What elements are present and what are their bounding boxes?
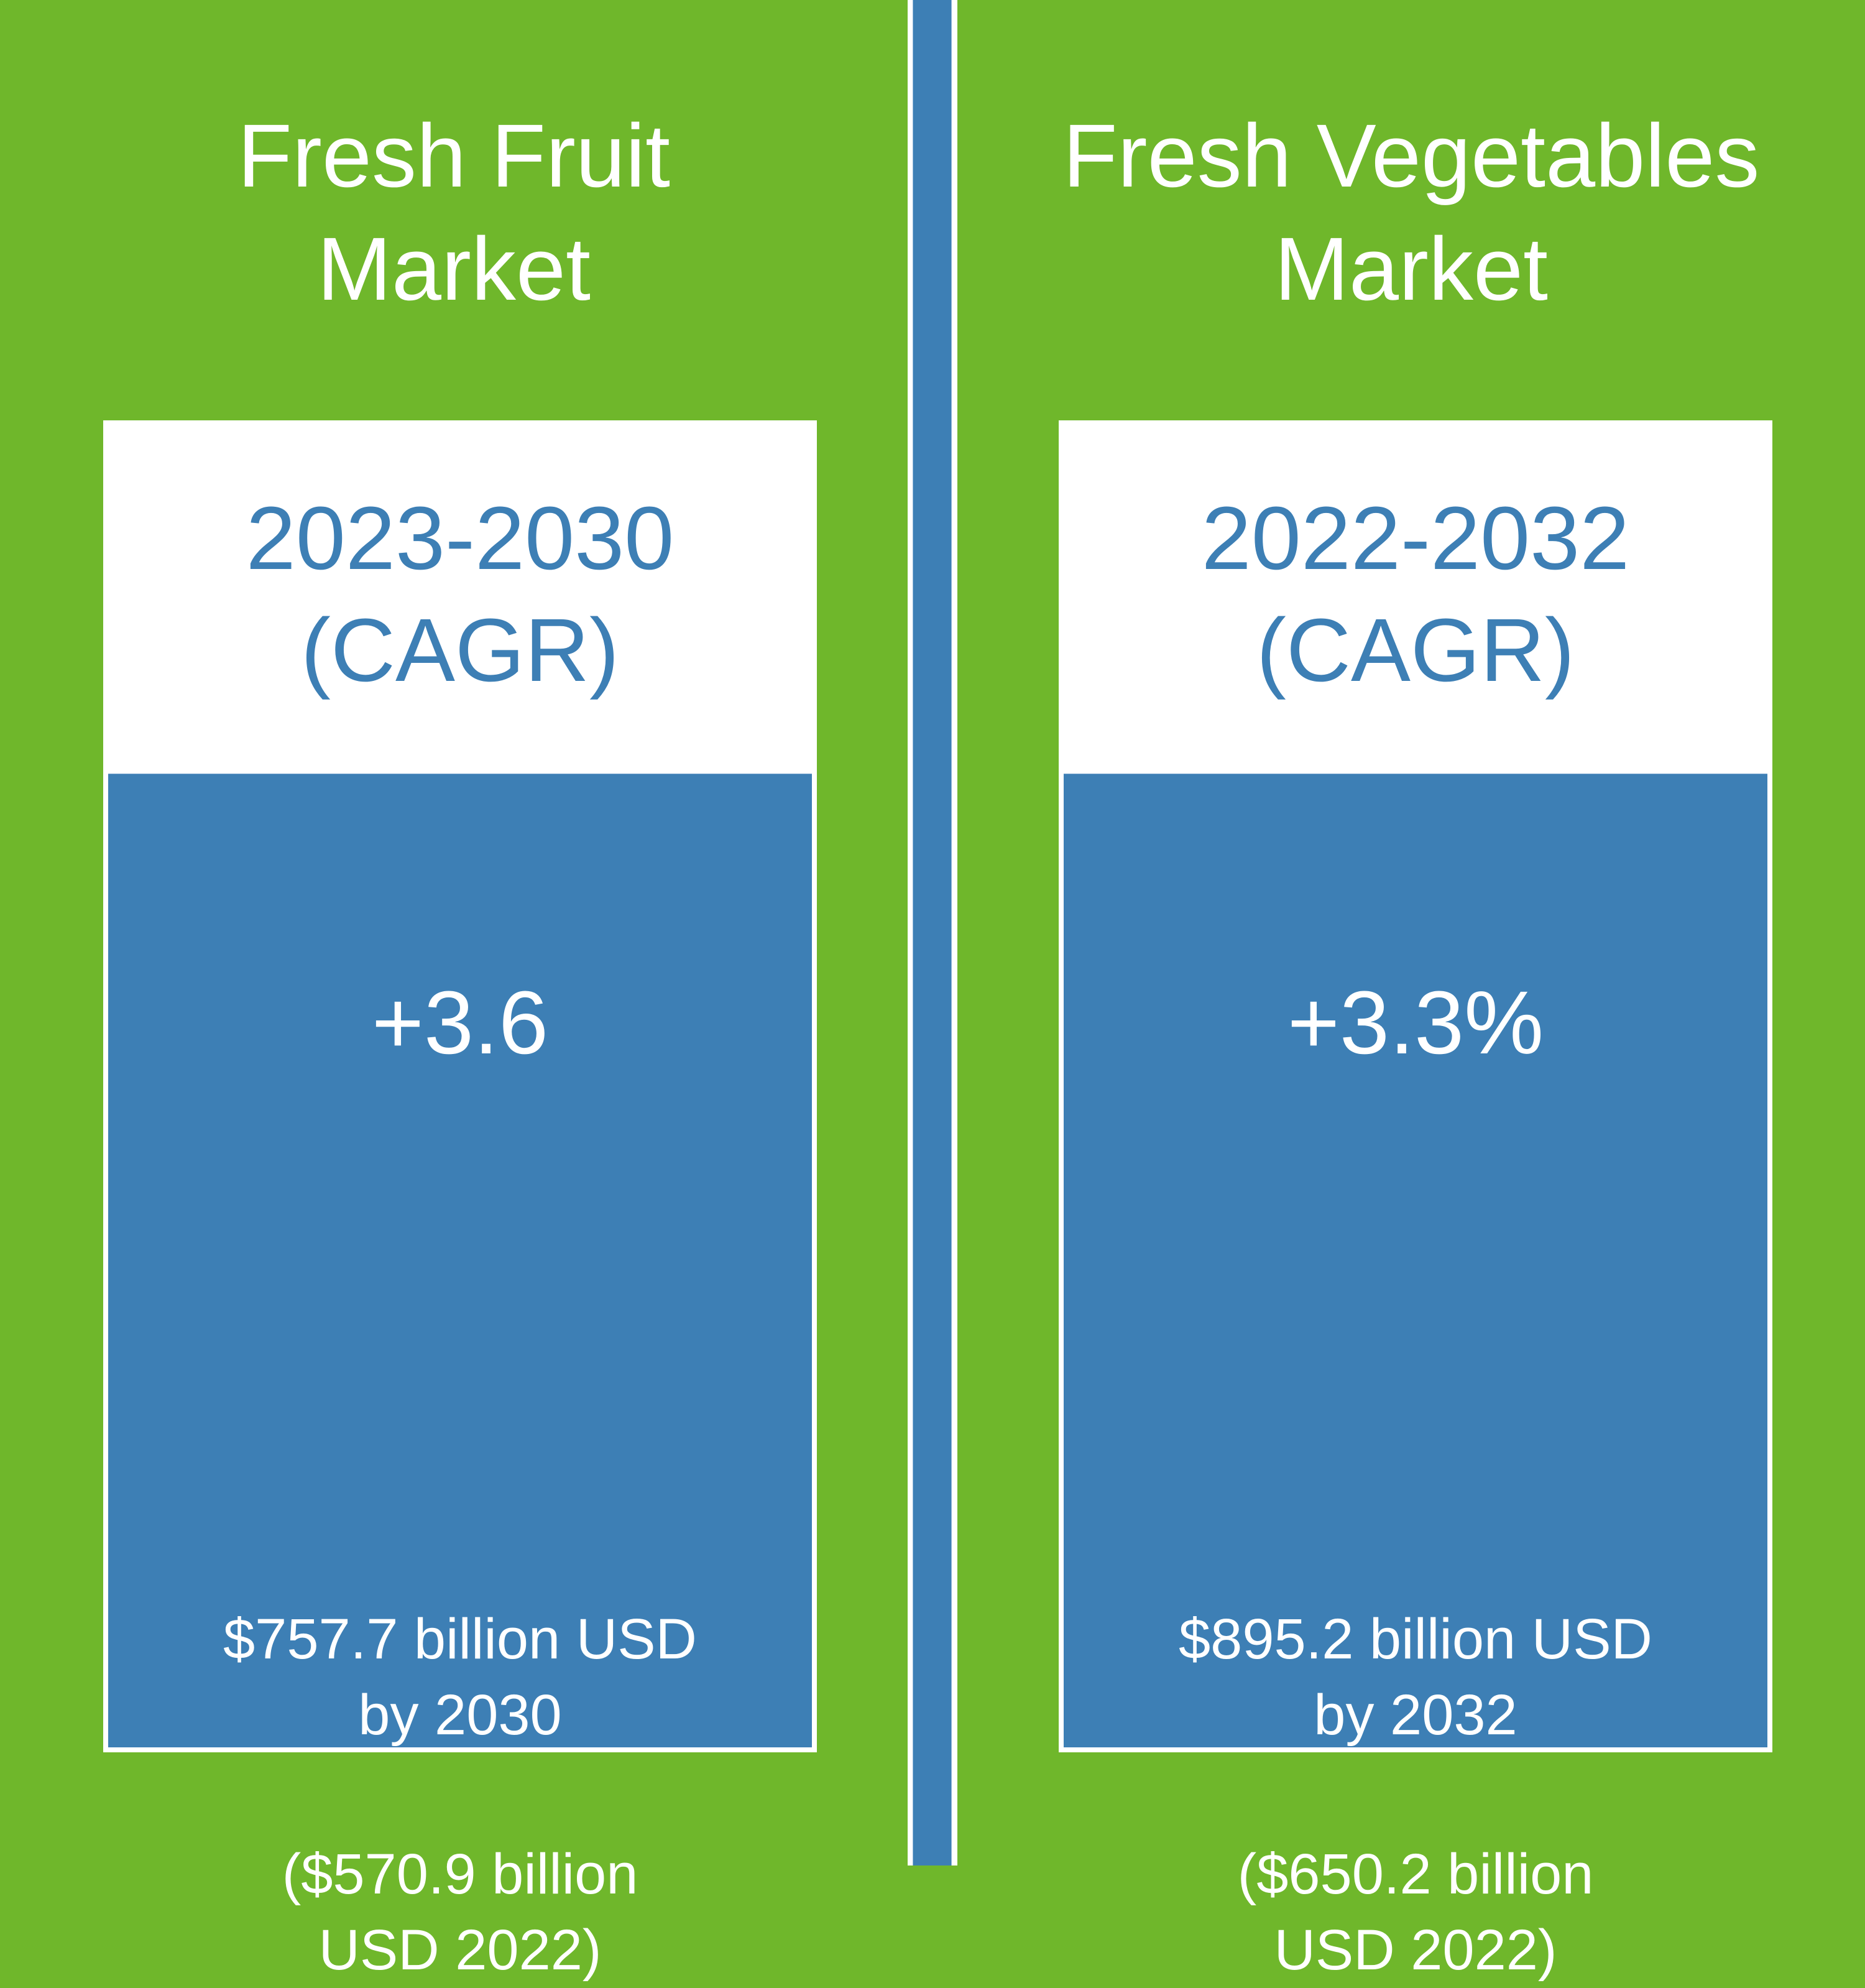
market-title: Fresh Vegetables Market — [957, 99, 1865, 326]
title-line-2: Market — [316, 219, 591, 319]
base-value: ($650.2 billion USD 2022) — [1064, 1836, 1767, 1988]
fresh-vegetables-panel: Fresh Vegetables Market 2022-2032 (CAGR)… — [957, 0, 1865, 1982]
market-title: Fresh Fruit Market — [0, 99, 908, 326]
period-range: 2022-2032 — [1201, 488, 1630, 588]
fresh-fruit-panel: Fresh Fruit Market 2023-2030 (CAGR) +3.6… — [0, 0, 908, 1982]
cagr-value: +3.3% — [1287, 973, 1544, 1073]
base-value: ($570.9 billion USD 2022) — [108, 1836, 812, 1988]
period-label: 2022-2032 (CAGR) — [1059, 483, 1772, 706]
stats-body: +3.3% $895.2 billion USD by 2032 ($650.2… — [1064, 774, 1767, 1982]
forecast-line-2: by 2030 — [358, 1683, 562, 1747]
stats-card: 2022-2032 (CAGR) +3.3% $895.2 billion US… — [1059, 420, 1772, 1982]
base-line-1: ($650.2 billion — [1237, 1842, 1594, 1906]
period-metric: (CAGR) — [1256, 600, 1575, 700]
stats-card: 2023-2030 (CAGR) +3.6 $757.7 billion USD… — [103, 420, 817, 1982]
forecast-value: $895.2 billion USD by 2032 — [1064, 1601, 1767, 1753]
period-range: 2023-2030 — [246, 488, 675, 588]
period-metric: (CAGR) — [301, 600, 619, 700]
cagr-value: +3.6 — [371, 973, 549, 1073]
forecast-line-2: by 2032 — [1314, 1683, 1517, 1747]
forecast-line-1: $757.7 billion USD — [223, 1607, 697, 1671]
period-label: 2023-2030 (CAGR) — [103, 483, 817, 706]
forecast-line-1: $895.2 billion USD — [1178, 1607, 1652, 1671]
stats-body: +3.6 $757.7 billion USD by 2030 ($570.9 … — [108, 774, 812, 1982]
base-line-1: ($570.9 billion — [282, 1842, 638, 1906]
title-line-1: Fresh Vegetables — [1062, 106, 1760, 206]
forecast-value: $757.7 billion USD by 2030 — [108, 1601, 812, 1753]
base-line-2: USD 2022) — [318, 1918, 602, 1982]
title-line-1: Fresh Fruit — [237, 106, 671, 206]
divider-stripe — [913, 0, 952, 1865]
title-line-2: Market — [1274, 219, 1549, 319]
base-line-2: USD 2022) — [1274, 1918, 1557, 1982]
